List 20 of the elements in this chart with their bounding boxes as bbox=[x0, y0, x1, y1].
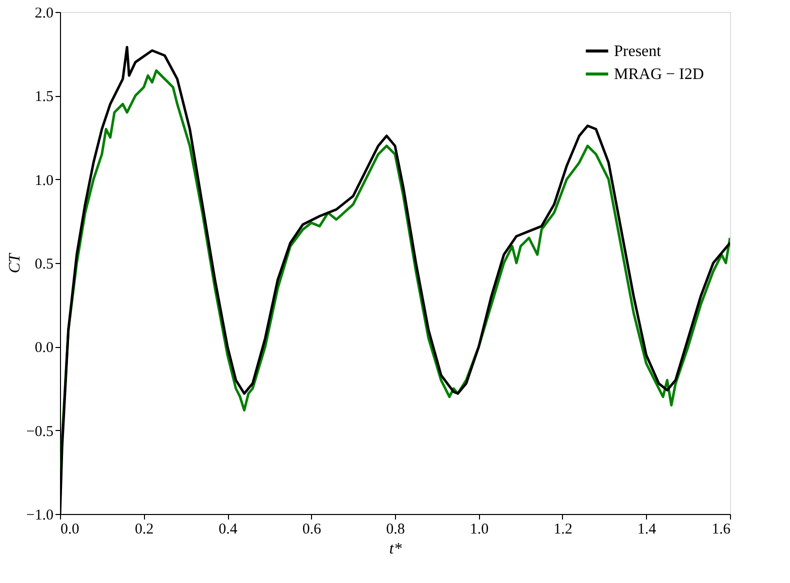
x-tick-label: 1.2 bbox=[554, 522, 572, 538]
y-tick-label: 2.0 bbox=[34, 6, 54, 22]
y-tick-label: 0.5 bbox=[34, 256, 54, 272]
y-tick-label: −1.0 bbox=[26, 508, 54, 524]
x-tick-label: 0.4 bbox=[218, 522, 238, 538]
x-tick-label: 1.6 bbox=[712, 522, 731, 538]
x-tick-label: 0.8 bbox=[386, 522, 405, 538]
y-tick-label: 1.0 bbox=[34, 172, 54, 189]
legend-label: MRAG − I2D bbox=[614, 66, 704, 83]
x-tick-label: 0.6 bbox=[302, 522, 322, 538]
y-tick-label: −0.5 bbox=[26, 424, 54, 440]
legend-label: Present bbox=[614, 43, 662, 60]
x-axis-title: t* bbox=[389, 540, 402, 558]
x-tick-label: 1.4 bbox=[637, 522, 657, 538]
x-tick-label: 0.0 bbox=[60, 522, 80, 538]
x-tick-label: 0.2 bbox=[134, 522, 154, 538]
y-tick-label: 0.0 bbox=[34, 340, 54, 356]
y-axis-title: CT bbox=[6, 252, 24, 274]
y-tick-label: 1.5 bbox=[34, 89, 54, 106]
x-tick-label: 1.0 bbox=[470, 522, 489, 538]
